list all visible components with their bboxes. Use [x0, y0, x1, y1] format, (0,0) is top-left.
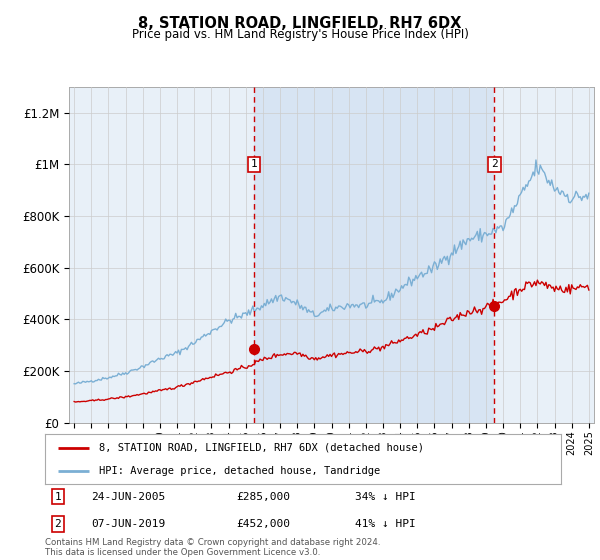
Text: 2: 2 [55, 519, 61, 529]
Text: Contains HM Land Registry data © Crown copyright and database right 2024.
This d: Contains HM Land Registry data © Crown c… [45, 538, 380, 557]
Text: 8, STATION ROAD, LINGFIELD, RH7 6DX: 8, STATION ROAD, LINGFIELD, RH7 6DX [139, 16, 461, 31]
Text: Price paid vs. HM Land Registry's House Price Index (HPI): Price paid vs. HM Land Registry's House … [131, 28, 469, 41]
Text: £285,000: £285,000 [236, 492, 290, 502]
Text: 2: 2 [491, 160, 498, 169]
Text: 24-JUN-2005: 24-JUN-2005 [91, 492, 166, 502]
Text: 1: 1 [251, 160, 257, 169]
Text: HPI: Average price, detached house, Tandridge: HPI: Average price, detached house, Tand… [99, 466, 380, 476]
Text: 8, STATION ROAD, LINGFIELD, RH7 6DX (detached house): 8, STATION ROAD, LINGFIELD, RH7 6DX (det… [99, 442, 424, 452]
Text: 1: 1 [55, 492, 61, 502]
Bar [254, 87, 494, 423]
Text: 07-JUN-2019: 07-JUN-2019 [91, 519, 166, 529]
Text: 34% ↓ HPI: 34% ↓ HPI [355, 492, 415, 502]
Text: £452,000: £452,000 [236, 519, 290, 529]
Text: 41% ↓ HPI: 41% ↓ HPI [355, 519, 415, 529]
